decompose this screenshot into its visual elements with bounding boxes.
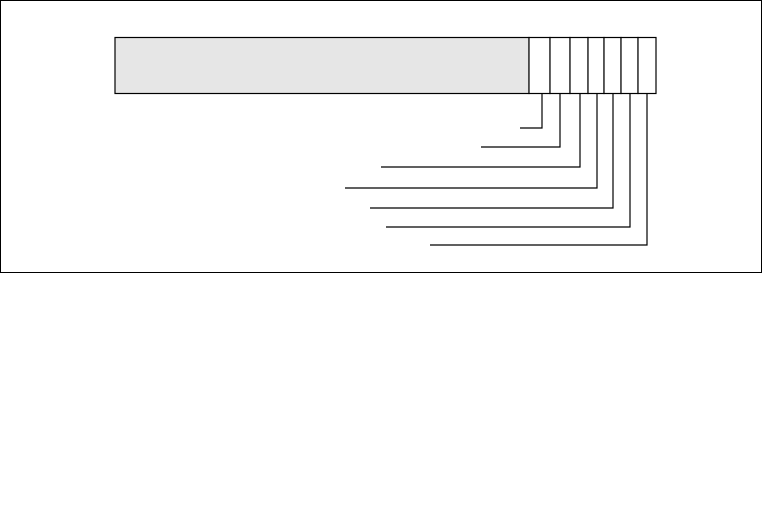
- bit-cell-6: [620, 36, 639, 95]
- bit-cell-2: [549, 36, 571, 95]
- leader-line-1: [520, 93, 543, 129]
- leader-line-4: [345, 93, 598, 189]
- bit-cell-1: [528, 36, 551, 95]
- leader-line-6: [386, 93, 631, 228]
- bit-cell-7: [637, 36, 657, 95]
- leader-line-3: [381, 93, 581, 168]
- bit-cell-4: [587, 36, 605, 95]
- leader-line-7: [430, 93, 648, 246]
- leader-line-2: [481, 93, 561, 148]
- bit-cell-5: [603, 36, 622, 95]
- bit-cell-3: [569, 36, 589, 95]
- main-field: [114, 36, 530, 95]
- leader-line-5: [370, 93, 614, 209]
